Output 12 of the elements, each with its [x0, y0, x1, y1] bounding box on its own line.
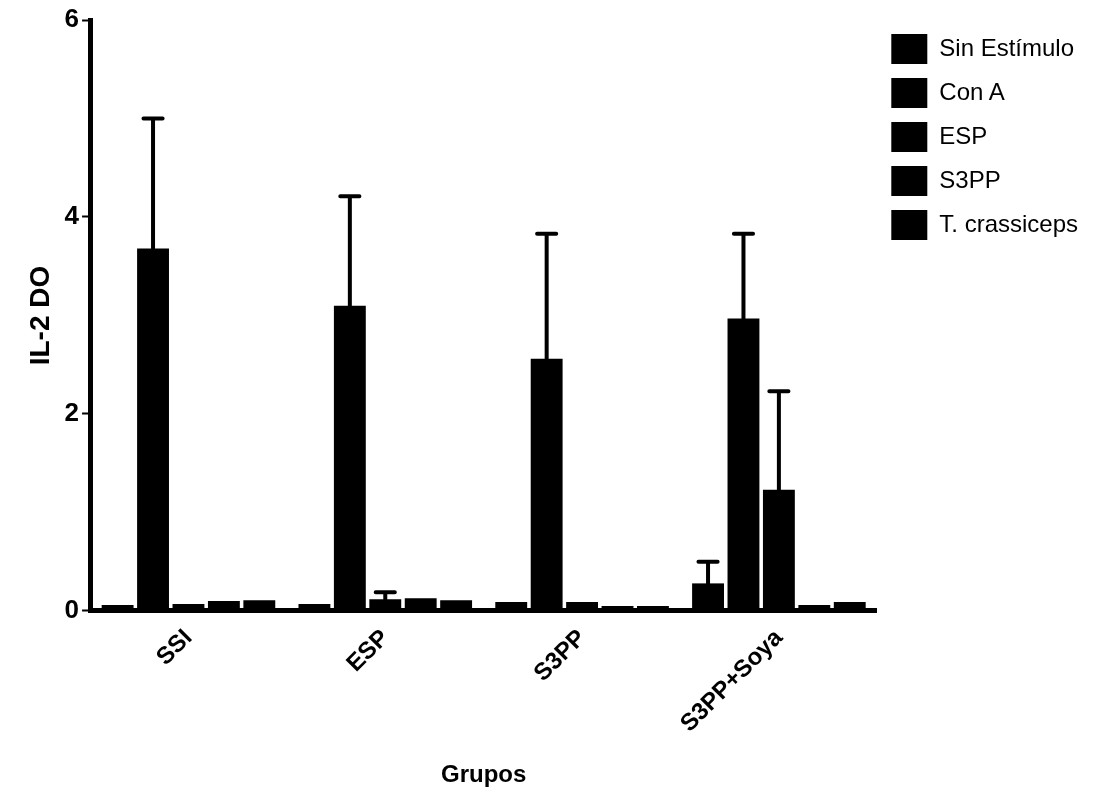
- x-tick-label: SSI: [150, 623, 197, 670]
- legend-label: Sin Estímulo: [939, 33, 1075, 61]
- x-axis-title: Grupos: [441, 760, 527, 788]
- y-tick-label: 2: [64, 397, 80, 428]
- legend-label: ESP: [939, 121, 988, 149]
- y-axis-title: IL-2 DO: [23, 265, 55, 366]
- y-tick-label: 6: [64, 3, 80, 34]
- legend-label: S3PP: [939, 165, 1001, 193]
- legend-label: T. crassiceps: [939, 209, 1078, 237]
- y-tick-label: 4: [64, 200, 80, 231]
- y-tick-label: 0: [64, 594, 80, 625]
- legend-label: Con A: [939, 77, 1005, 105]
